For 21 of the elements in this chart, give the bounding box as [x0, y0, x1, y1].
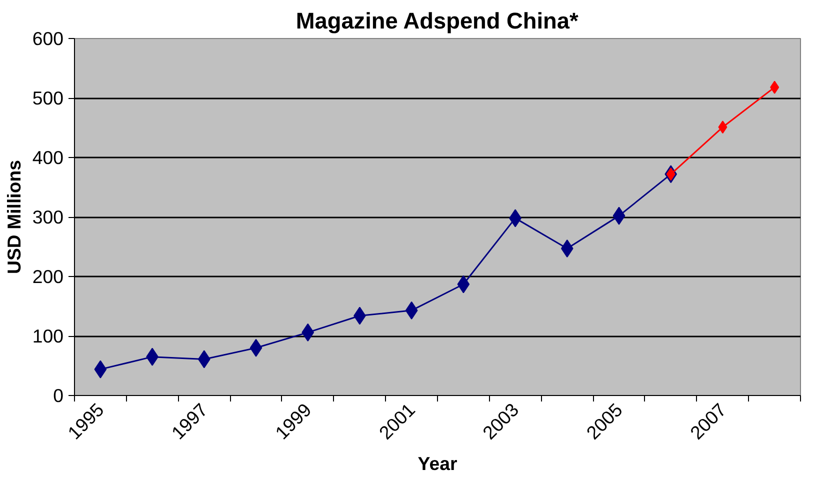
point	[666, 168, 676, 181]
point	[457, 275, 470, 294]
point	[612, 206, 626, 225]
point	[250, 338, 262, 357]
y-tick-label: 400	[32, 147, 64, 168]
point	[770, 80, 780, 94]
point	[198, 350, 210, 368]
y-tick-label: 100	[32, 326, 64, 346]
y-tick-label: 500	[32, 88, 64, 108]
point	[405, 301, 418, 320]
y-tick-label: 600	[32, 28, 64, 49]
y-tick-label: 300	[32, 206, 64, 228]
x-axis-title: Year	[418, 453, 458, 474]
point	[302, 323, 314, 342]
point	[718, 120, 728, 134]
y-tick-label: 200	[32, 266, 64, 287]
point	[560, 240, 574, 258]
y-axis-title: USD Millions	[3, 160, 24, 274]
y-tick-label: 0	[53, 385, 64, 406]
chart-title: Magazine Adspend China*	[296, 8, 578, 34]
point	[94, 360, 107, 378]
